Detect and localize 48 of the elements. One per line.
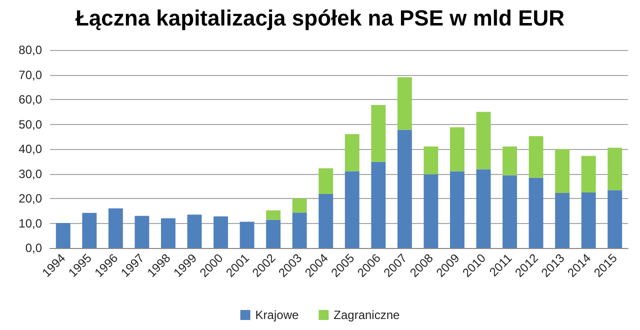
bar <box>450 171 464 248</box>
y-tick-label: 80,0 <box>18 43 42 57</box>
y-tick-label: 10,0 <box>18 216 42 230</box>
bar <box>502 175 517 248</box>
bar <box>134 216 150 248</box>
bar <box>502 146 517 176</box>
legend-label: Krajowe <box>255 308 299 322</box>
bar <box>450 127 464 172</box>
bar <box>56 223 70 248</box>
bar <box>555 193 570 248</box>
bar <box>187 214 202 248</box>
bar <box>108 208 123 248</box>
y-tick-label: 30,0 <box>18 166 42 181</box>
bar <box>528 136 544 178</box>
bar <box>608 148 622 190</box>
bar <box>318 194 334 248</box>
y-tick-label: 60,0 <box>18 92 42 106</box>
bar <box>161 218 176 248</box>
bar <box>371 162 386 248</box>
bar <box>581 192 596 248</box>
y-tick-label: 70,0 <box>18 68 42 82</box>
bar <box>476 169 491 248</box>
bar <box>214 216 228 248</box>
bar <box>266 210 281 220</box>
bar <box>397 130 412 248</box>
bar <box>581 156 596 193</box>
y-tick-label: 0,0 <box>25 241 42 255</box>
bar <box>82 212 97 248</box>
bar <box>344 134 360 172</box>
bar <box>318 168 334 194</box>
bar <box>344 171 360 248</box>
y-tick-label: 20,0 <box>18 192 42 206</box>
bar <box>476 112 491 170</box>
y-tick-label: 50,0 <box>18 117 42 132</box>
y-tick-label: 40,0 <box>18 142 42 156</box>
bar <box>555 149 570 194</box>
chart-title: Łączna kapitalizacja spółek na PSE w mld EUR <box>75 6 565 30</box>
bar <box>240 222 254 248</box>
bar <box>397 77 412 130</box>
bar <box>608 190 622 248</box>
bar <box>371 104 386 162</box>
bar <box>292 212 307 248</box>
bar <box>424 146 438 174</box>
bar <box>266 220 281 248</box>
bar <box>528 178 544 248</box>
bar <box>292 198 307 213</box>
bar <box>424 174 438 248</box>
legend-label: Zagraniczne <box>334 308 400 322</box>
